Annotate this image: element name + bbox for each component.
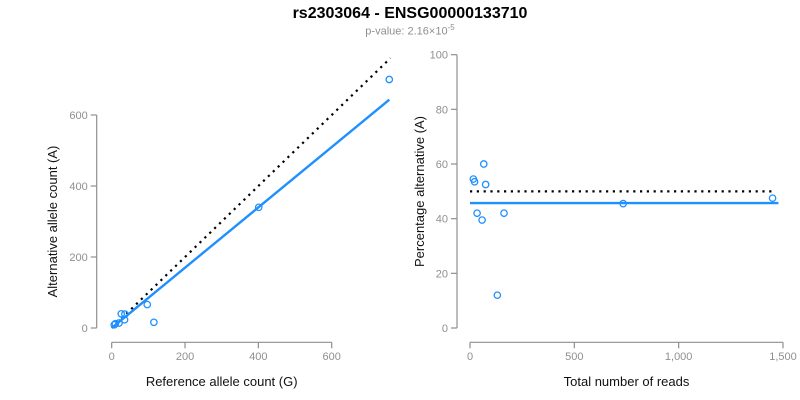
data-point bbox=[481, 180, 490, 189]
left-x-axis-title: Reference allele count (G) bbox=[146, 374, 298, 389]
pvalue-text: p-value: 2.16×10 bbox=[365, 25, 448, 38]
data-point bbox=[470, 177, 479, 186]
y-tick-label: 200 bbox=[69, 252, 87, 264]
data-point bbox=[479, 160, 488, 168]
y-tick-label: 0 bbox=[82, 323, 88, 335]
data-point bbox=[385, 75, 394, 84]
x-tick-label: 1,000 bbox=[665, 351, 693, 363]
right-scatter-panel: 0 500 1,000 1,500 0 20 40 60 80 100 bbox=[430, 50, 797, 363]
data-point bbox=[473, 209, 481, 218]
x-tick-label: 600 bbox=[323, 351, 341, 363]
data-point bbox=[117, 309, 126, 318]
y-tick-label: 100 bbox=[430, 50, 448, 62]
data-point bbox=[143, 300, 152, 309]
x-tick-label: 500 bbox=[565, 351, 583, 363]
y-tick-label: 600 bbox=[69, 110, 87, 122]
y-tick-label: 80 bbox=[436, 104, 448, 116]
right-x-axis-title: Total number of reads bbox=[564, 374, 690, 389]
figure-title: rs2303064 - ENSG00000133710 bbox=[292, 5, 528, 22]
x-tick-label: 0 bbox=[467, 351, 473, 363]
data-point bbox=[619, 199, 628, 208]
data-point bbox=[500, 209, 508, 218]
figure-subtitle: p-value: 2.16×10-5 bbox=[0, 23, 800, 38]
y-tick-label: 60 bbox=[436, 159, 448, 171]
data-point bbox=[768, 194, 777, 203]
x-tick-label: 1,500 bbox=[769, 351, 797, 363]
y-tick-label: 20 bbox=[436, 268, 448, 280]
y-tick-label: 40 bbox=[436, 214, 448, 226]
data-point bbox=[120, 315, 129, 324]
x-tick-label: 200 bbox=[176, 351, 194, 363]
left-y-axis-title: Alternative allele count (A) bbox=[45, 146, 60, 298]
right-y-axis-title: Percentage alternative (A) bbox=[412, 116, 427, 267]
y-tick-label: 400 bbox=[69, 181, 87, 193]
data-point bbox=[478, 216, 486, 224]
y-tick-label: 0 bbox=[442, 323, 448, 335]
data-point bbox=[115, 319, 123, 327]
fit-line bbox=[110, 98, 391, 329]
data-point bbox=[150, 318, 158, 327]
left-scatter-panel: 0 200 400 600 0 200 400 600 bbox=[69, 57, 394, 363]
data-point bbox=[493, 291, 502, 300]
data-point bbox=[121, 310, 129, 319]
x-tick-label: 400 bbox=[249, 351, 267, 363]
identity-line bbox=[110, 57, 392, 329]
data-point bbox=[110, 320, 119, 329]
x-tick-label: 0 bbox=[109, 351, 115, 363]
pvalue-exponent: -5 bbox=[447, 23, 455, 32]
data-point bbox=[254, 203, 263, 212]
data-point bbox=[111, 319, 120, 328]
